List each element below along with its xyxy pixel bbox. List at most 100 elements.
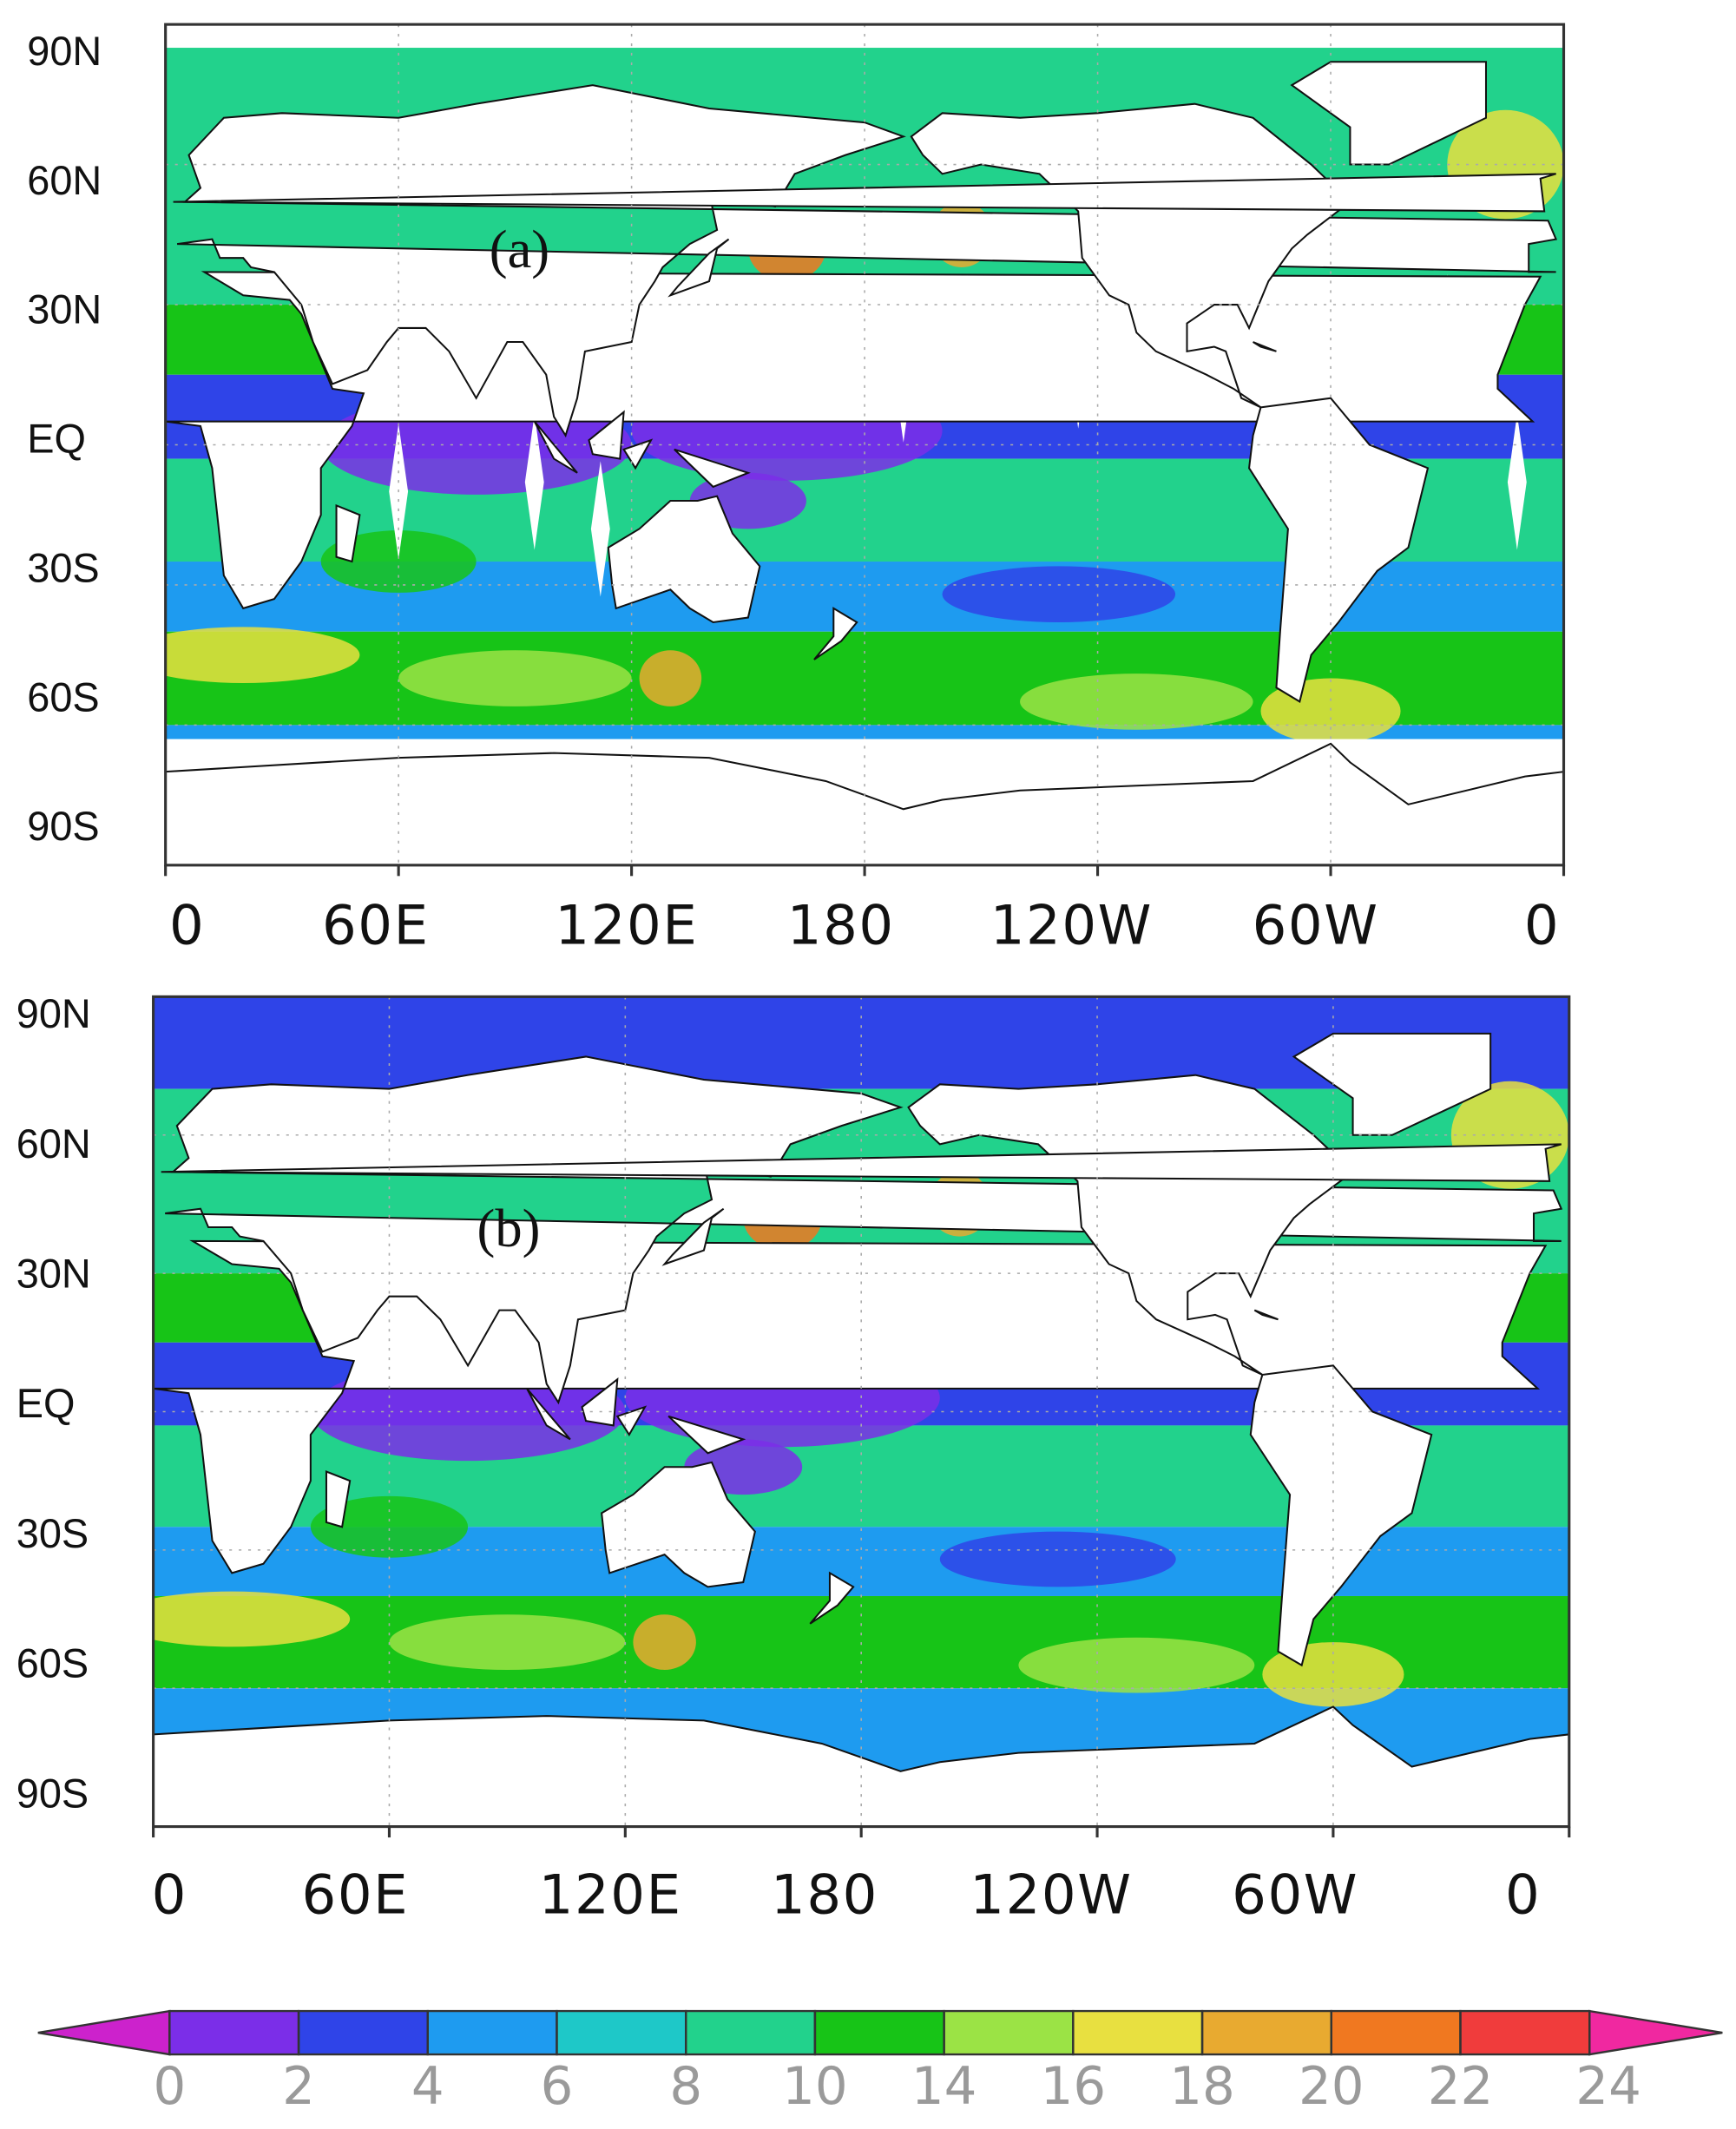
ocean-feature bbox=[389, 1614, 626, 1670]
land bbox=[1571, 174, 1736, 211]
lat-label: 90N bbox=[27, 29, 102, 74]
ocean-feature bbox=[1018, 1637, 1255, 1693]
colorbar-segment bbox=[1459, 2009, 1591, 2056]
lat-label: 30N bbox=[27, 287, 102, 332]
colorbar-label: 0 bbox=[153, 2057, 186, 2117]
lon-label: 60W bbox=[1253, 893, 1379, 956]
colorbar-label: 8 bbox=[669, 2057, 702, 2117]
colorbar-segment bbox=[1200, 2009, 1332, 2056]
map-panel bbox=[0, 996, 1736, 1827]
land bbox=[0, 1034, 75, 1135]
land bbox=[1575, 85, 1736, 436]
lat-label: EQ bbox=[27, 417, 86, 462]
land bbox=[1253, 1309, 1279, 1321]
land bbox=[667, 1415, 746, 1455]
lon-label: 60E bbox=[322, 893, 430, 956]
land bbox=[615, 1405, 648, 1437]
land bbox=[607, 495, 761, 624]
lat-label: 60N bbox=[27, 158, 102, 203]
lon-label: 120W bbox=[970, 1863, 1132, 1926]
land bbox=[0, 1365, 16, 1665]
land bbox=[588, 410, 625, 460]
colorbar-segment bbox=[556, 2009, 687, 2056]
land bbox=[581, 1377, 619, 1427]
land bbox=[173, 173, 1556, 213]
lon-label: 0 bbox=[152, 1863, 187, 1926]
colorbar-label: 10 bbox=[782, 2057, 848, 2117]
map-panel bbox=[0, 24, 1736, 865]
lon-label: 0 bbox=[169, 893, 205, 956]
land bbox=[1577, 1144, 1736, 1180]
land bbox=[1290, 61, 1488, 166]
land bbox=[526, 1388, 571, 1441]
lat-label: 30S bbox=[27, 545, 99, 590]
land bbox=[1562, 771, 1564, 865]
land bbox=[674, 448, 751, 489]
lon-label: 180 bbox=[787, 893, 895, 956]
land bbox=[0, 85, 158, 436]
colorbar-segment bbox=[943, 2009, 1075, 2056]
lat-label: 30N bbox=[16, 1252, 91, 1297]
land bbox=[813, 607, 858, 660]
panel-label: (b) bbox=[477, 1198, 541, 1258]
lon-label: 120W bbox=[990, 893, 1153, 956]
colorbar-label: 4 bbox=[411, 2057, 444, 2117]
lat-label: 60N bbox=[16, 1121, 91, 1166]
colorbar-segment bbox=[297, 2009, 429, 2056]
land bbox=[1247, 397, 1430, 703]
land bbox=[1568, 1387, 1569, 1390]
lat-label: 90S bbox=[16, 1771, 89, 1816]
ocean-feature bbox=[398, 650, 632, 706]
land bbox=[1249, 1364, 1433, 1667]
colorbar-segment bbox=[168, 2009, 300, 2056]
ocean-feature bbox=[942, 566, 1176, 622]
land bbox=[1292, 1032, 1492, 1136]
colorbar-segment bbox=[685, 2009, 817, 2056]
lat-label: 30S bbox=[16, 1511, 89, 1556]
ocean-feature bbox=[639, 650, 702, 706]
land bbox=[1253, 341, 1277, 352]
colorbar-label: 16 bbox=[1041, 2057, 1107, 2117]
swath-gap bbox=[590, 461, 610, 597]
land bbox=[161, 1143, 1562, 1182]
lat-label: 60S bbox=[16, 1641, 89, 1686]
land bbox=[176, 84, 1558, 438]
lon-label: 0 bbox=[1524, 893, 1560, 956]
colorbar-extend-high bbox=[1588, 2009, 1723, 2056]
land bbox=[533, 420, 578, 474]
colorbar-segment bbox=[1072, 2009, 1204, 2056]
lon-label: 120E bbox=[555, 893, 698, 956]
colorbar-label: 18 bbox=[1169, 2057, 1235, 2117]
colorbar-segment bbox=[813, 2009, 945, 2056]
land bbox=[1581, 1056, 1736, 1402]
land bbox=[601, 1461, 756, 1588]
ocean-feature bbox=[1020, 674, 1253, 730]
lat-label: 60S bbox=[27, 674, 99, 720]
ocean-feature bbox=[165, 627, 360, 683]
lat-label: 90S bbox=[27, 804, 99, 849]
land bbox=[335, 503, 361, 563]
land bbox=[1568, 1733, 1569, 1827]
lon-label: 0 bbox=[1505, 1863, 1541, 1926]
land bbox=[0, 62, 88, 164]
colorbar-segment bbox=[1330, 2009, 1462, 2056]
colorbar-label: 2 bbox=[282, 2057, 315, 2117]
colorbar-segment bbox=[426, 2009, 558, 2056]
colorbar-label: 14 bbox=[911, 2057, 977, 2117]
lat-label: 90N bbox=[16, 991, 91, 1036]
ocean-feature bbox=[310, 1495, 469, 1558]
colorbar-label: 6 bbox=[541, 2057, 574, 2117]
lon-label: 180 bbox=[771, 1863, 878, 1926]
ocean-feature bbox=[633, 1614, 696, 1670]
land bbox=[325, 1470, 352, 1528]
lon-label: 60W bbox=[1232, 1863, 1358, 1926]
colorbar-label: 20 bbox=[1299, 2057, 1364, 2117]
ocean-feature bbox=[939, 1531, 1176, 1587]
panel-label: (a) bbox=[490, 219, 549, 279]
ocean-feature bbox=[320, 530, 477, 593]
ocean-feature bbox=[153, 1591, 351, 1647]
colorbar-label: 22 bbox=[1428, 2057, 1494, 2117]
land bbox=[0, 398, 30, 702]
